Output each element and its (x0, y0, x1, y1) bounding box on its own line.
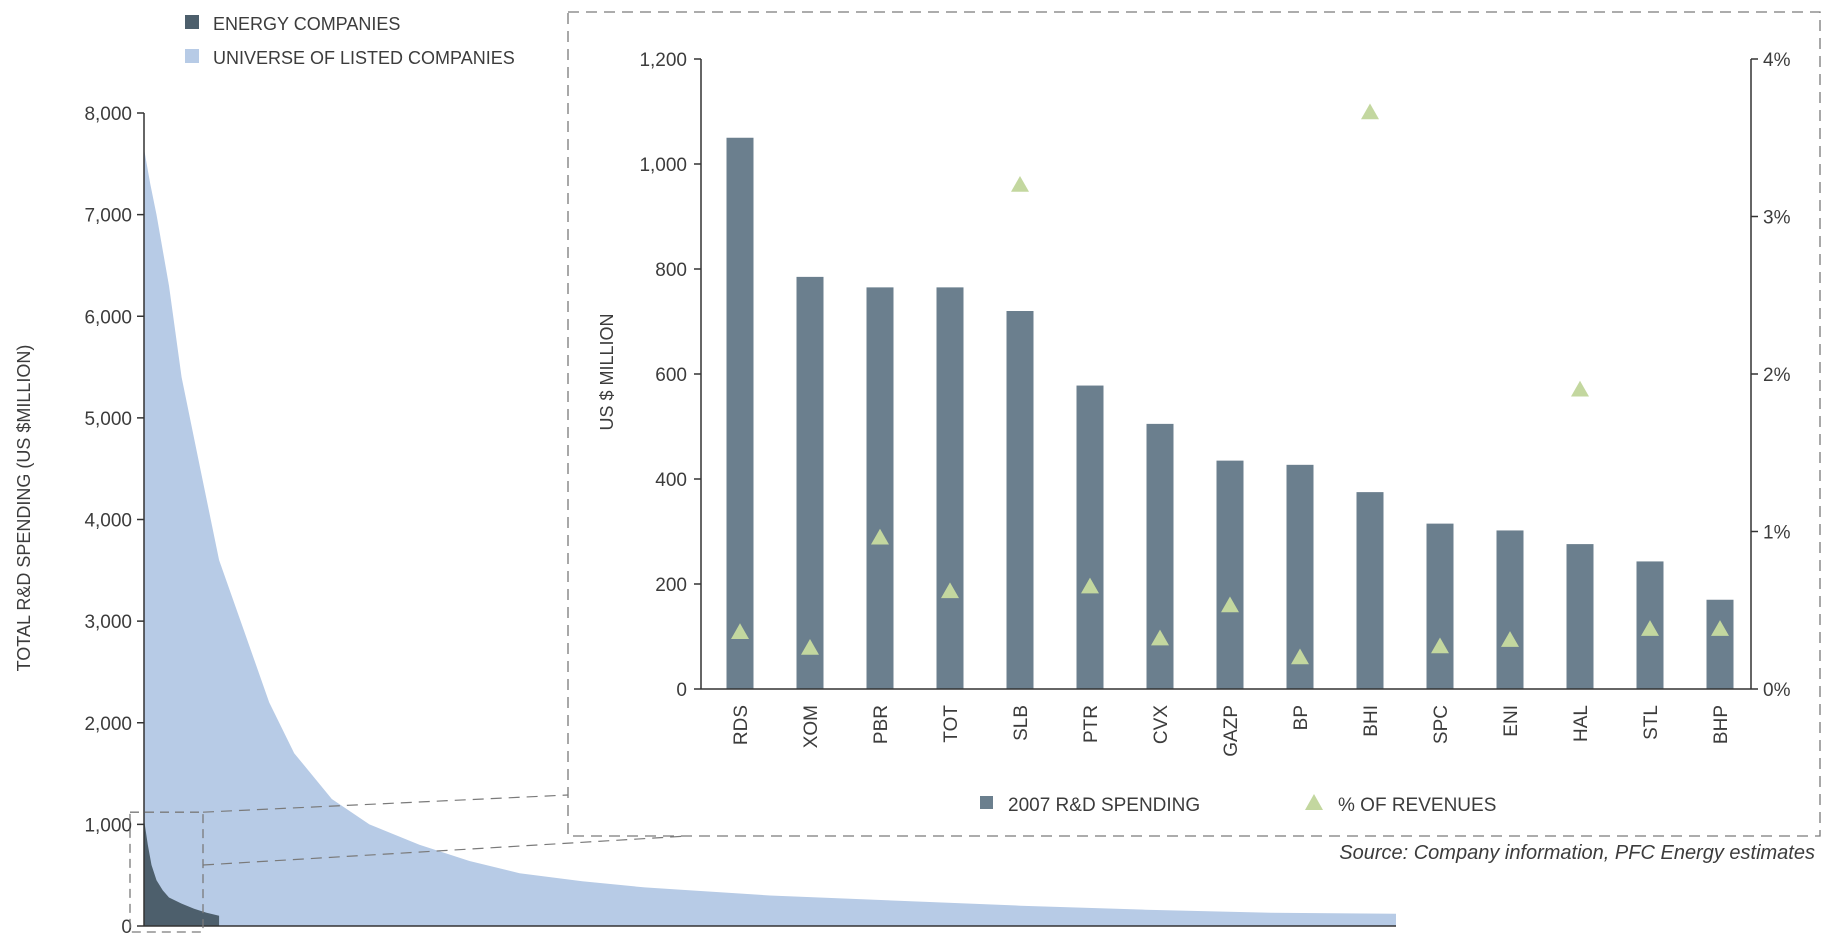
marker-stl (1641, 620, 1659, 636)
bar-eni (1496, 530, 1524, 689)
marker-pbr (871, 528, 889, 545)
inset-y-tick-label: 1,200 (639, 50, 687, 71)
universe-area (144, 148, 1396, 927)
inset-y-tick-label: 800 (655, 260, 687, 281)
inset-y2-tick-label: 3% (1763, 208, 1791, 229)
x-tick-label-cvx: CVX (1151, 705, 1172, 744)
marker-hal (1571, 380, 1589, 397)
x-tick-label-spc: SPC (1431, 705, 1452, 744)
bars-group (726, 137, 1734, 689)
left-y-axis-label: TOTAL R&D SPENDING (US $MILLION) (14, 345, 34, 672)
energy-area (144, 819, 220, 926)
bar-bhp (1706, 599, 1734, 689)
left-y-tick-label: 7,000 (84, 206, 132, 227)
inset-y2-tick-label: 0% (1763, 680, 1791, 701)
x-tick-label-bhi: BHI (1361, 705, 1382, 737)
legend-swatch-energy (185, 15, 199, 29)
source-note: Source: Company information, PFC Energy … (1339, 842, 1815, 864)
left-y-tick-label: 8,000 (84, 104, 132, 125)
x-tick-label-pbr: PBR (871, 705, 892, 744)
x-tick-label-eni: ENI (1501, 705, 1522, 737)
marker-spc (1431, 637, 1449, 654)
inset-x-ticks: RDS XOM PBR TOT SLB PTR CVX GAZP BP BHI SPC ENI HAL S… (731, 705, 1732, 757)
left-y-tick-label: 4,000 (84, 511, 132, 532)
zoom-connector-top (202, 794, 569, 813)
bar-rds (726, 137, 754, 689)
bar-tot (936, 287, 964, 689)
x-tick-label-bhp: BHP (1711, 705, 1732, 744)
x-tick-label-xom: XOM (801, 705, 822, 748)
marker-rds (731, 623, 749, 640)
legend-label-pct-revenues: % OF REVENUES (1338, 795, 1496, 816)
inset-right-y-ticks: 0% 1% 2% 3% 4% (1751, 50, 1791, 701)
inset-y-tick-label: 1,000 (639, 155, 687, 176)
marker-bhi (1361, 103, 1379, 120)
inset-y2-tick-label: 2% (1763, 365, 1791, 386)
inset-y-tick-label: 400 (655, 470, 687, 491)
x-tick-label-bp: BP (1291, 705, 1312, 730)
left-y-tick-label: 5,000 (84, 409, 132, 430)
inset-y-axis-label: US $ MILLION (597, 313, 617, 430)
zoom-connector-bottom (202, 835, 689, 866)
inset-y-tick-label: 200 (655, 575, 687, 596)
marker-cvx (1151, 629, 1169, 646)
inset-frame (567, 11, 1821, 837)
inset-left-y-ticks: 0 200 400 600 800 1,000 1,200 (639, 50, 701, 701)
inset-y-tick-label: 600 (655, 365, 687, 386)
left-y-tick-label: 6,000 (84, 307, 132, 328)
bar-ptr (1076, 385, 1104, 689)
marker-bhp (1711, 620, 1729, 636)
marker-xom (801, 639, 819, 655)
bar-slb (1006, 311, 1034, 689)
marker-eni (1501, 631, 1519, 647)
x-tick-label-ptr: PTR (1081, 705, 1102, 743)
bar-xom (796, 276, 824, 689)
bar-pbr (866, 287, 894, 689)
x-tick-label-tot: TOT (941, 705, 962, 743)
bar-cvx (1146, 423, 1174, 689)
left-y-tick-label: 2,000 (84, 714, 132, 735)
legend-triangle-icon (1305, 794, 1323, 810)
legend-swatch-rd-spending (980, 796, 993, 809)
x-tick-label-hal: HAL (1571, 705, 1592, 742)
inset-y-tick-label: 0 (676, 680, 687, 701)
left-y-ticks: 0 1,000 2,000 3,000 4,000 5,000 6,000 7,000 8,00… (84, 104, 144, 937)
x-tick-label-stl: STL (1641, 705, 1662, 740)
inset-y2-tick-label: 4% (1763, 50, 1791, 71)
bar-gazp (1216, 460, 1244, 689)
marker-bp (1291, 648, 1309, 665)
marker-slb (1011, 176, 1029, 192)
bar-hal (1566, 544, 1594, 689)
markers-group (731, 103, 1729, 665)
zoom-highlight-box (129, 811, 204, 933)
legend-label-energy: ENERGY COMPANIES (213, 14, 400, 34)
marker-gazp (1221, 596, 1239, 613)
x-tick-label-gazp: GAZP (1221, 705, 1242, 757)
marker-ptr (1081, 577, 1099, 594)
legend-swatch-universe (185, 49, 199, 63)
left-area-chart: 0 1,000 2,000 3,000 4,000 5,000 6,000 7,000 8,00… (14, 14, 1396, 937)
inset-y2-tick-label: 1% (1763, 523, 1791, 544)
inset-bar-chart: 0 200 400 600 800 1,000 1,200 0% 1% 2% 3% 4% RDS XO… (597, 50, 1791, 816)
x-tick-label-rds: RDS (731, 705, 752, 745)
left-y-tick-label: 3,000 (84, 612, 132, 633)
x-tick-label-slb: SLB (1011, 705, 1032, 741)
legend-label-rd-spending: 2007 R&D SPENDING (1008, 795, 1200, 816)
inset-legend: 2007 R&D SPENDING % OF REVENUES (980, 794, 1496, 816)
left-y-tick-label: 0 (121, 917, 132, 937)
bar-spc (1426, 523, 1454, 689)
marker-tot (941, 582, 959, 599)
bar-bhi (1356, 492, 1384, 689)
left-y-tick-label: 1,000 (84, 815, 132, 836)
legend-label-universe: UNIVERSE OF LISTED COMPANIES (213, 48, 515, 68)
left-legend: ENERGY COMPANIES UNIVERSE OF LISTED COMP… (185, 14, 515, 68)
